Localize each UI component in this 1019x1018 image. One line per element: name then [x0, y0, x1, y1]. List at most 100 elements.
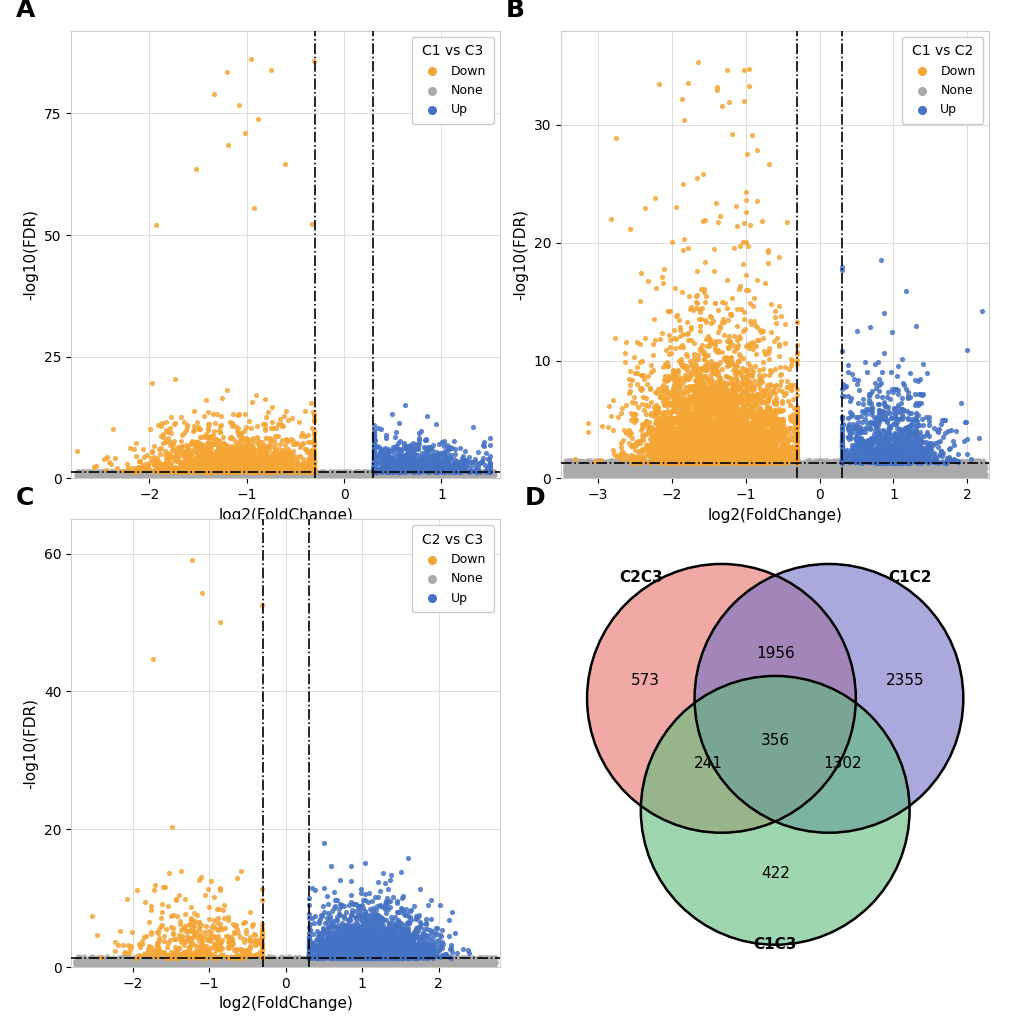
Point	[296, 468, 312, 485]
Point	[379, 950, 395, 966]
Point	[216, 459, 232, 475]
Point	[481, 467, 497, 484]
Point	[113, 463, 129, 479]
Point	[250, 458, 266, 474]
Point	[867, 470, 883, 487]
Point	[756, 383, 772, 399]
Point	[406, 952, 422, 968]
Point	[685, 447, 701, 463]
Point	[689, 448, 705, 464]
Point	[788, 447, 804, 463]
Point	[796, 458, 812, 474]
Point	[669, 450, 686, 466]
Point	[482, 464, 498, 480]
Point	[240, 443, 257, 459]
Point	[887, 445, 903, 461]
Point	[382, 924, 398, 941]
Point	[392, 463, 409, 479]
Point	[395, 957, 412, 973]
Point	[345, 924, 362, 941]
Point	[712, 427, 729, 443]
Point	[390, 918, 407, 935]
Point	[697, 440, 713, 456]
Point	[197, 457, 213, 473]
Point	[635, 453, 651, 469]
Point	[651, 389, 667, 405]
Point	[781, 397, 797, 413]
Point	[274, 466, 290, 483]
Point	[949, 460, 965, 476]
Point	[745, 452, 761, 468]
Point	[114, 949, 130, 965]
Point	[279, 468, 296, 485]
Point	[387, 461, 404, 477]
Point	[732, 430, 748, 446]
Point	[708, 467, 725, 484]
Point	[361, 937, 377, 953]
Point	[296, 457, 312, 473]
Point	[378, 951, 394, 967]
Point	[378, 922, 394, 939]
Point	[736, 436, 752, 452]
Point	[358, 959, 374, 975]
Point	[816, 465, 833, 482]
Point	[565, 459, 581, 475]
Point	[880, 468, 897, 485]
Point	[689, 369, 705, 385]
Point	[366, 443, 382, 459]
Point	[888, 461, 904, 477]
Point	[751, 467, 767, 484]
Point	[648, 433, 664, 449]
Point	[922, 459, 938, 475]
Point	[469, 469, 485, 486]
Point	[921, 445, 937, 461]
Point	[252, 955, 268, 971]
Point	[366, 459, 382, 475]
Point	[706, 416, 722, 433]
Point	[148, 958, 164, 974]
Point	[633, 463, 649, 479]
Point	[244, 958, 260, 974]
Point	[622, 457, 638, 473]
Point	[347, 949, 364, 965]
Point	[209, 443, 225, 459]
Point	[208, 957, 224, 973]
Point	[696, 432, 712, 448]
Point	[743, 367, 759, 384]
Point	[154, 949, 170, 965]
Point	[713, 446, 730, 462]
Point	[706, 455, 722, 471]
Point	[838, 457, 854, 473]
Point	[478, 950, 494, 966]
Point	[875, 454, 892, 470]
Point	[741, 461, 757, 477]
Point	[752, 324, 768, 340]
Point	[687, 450, 703, 466]
Point	[71, 468, 88, 485]
Point	[743, 414, 759, 431]
Point	[155, 955, 171, 971]
Point	[873, 457, 890, 473]
Point	[409, 460, 425, 476]
Point	[665, 398, 682, 414]
Point	[693, 300, 709, 317]
Point	[743, 429, 759, 445]
Point	[695, 466, 711, 483]
Point	[427, 467, 443, 484]
Point	[441, 469, 458, 486]
Point	[474, 955, 490, 971]
Point	[673, 450, 689, 466]
Point	[592, 460, 608, 476]
Point	[618, 453, 634, 469]
Point	[853, 466, 869, 483]
Point	[687, 466, 703, 483]
Point	[331, 954, 347, 970]
Point	[766, 418, 783, 435]
Point	[805, 454, 821, 470]
Point	[664, 363, 681, 380]
Point	[111, 467, 127, 484]
Point	[788, 452, 804, 468]
Point	[420, 467, 436, 484]
Point	[274, 463, 290, 479]
Point	[803, 458, 819, 474]
